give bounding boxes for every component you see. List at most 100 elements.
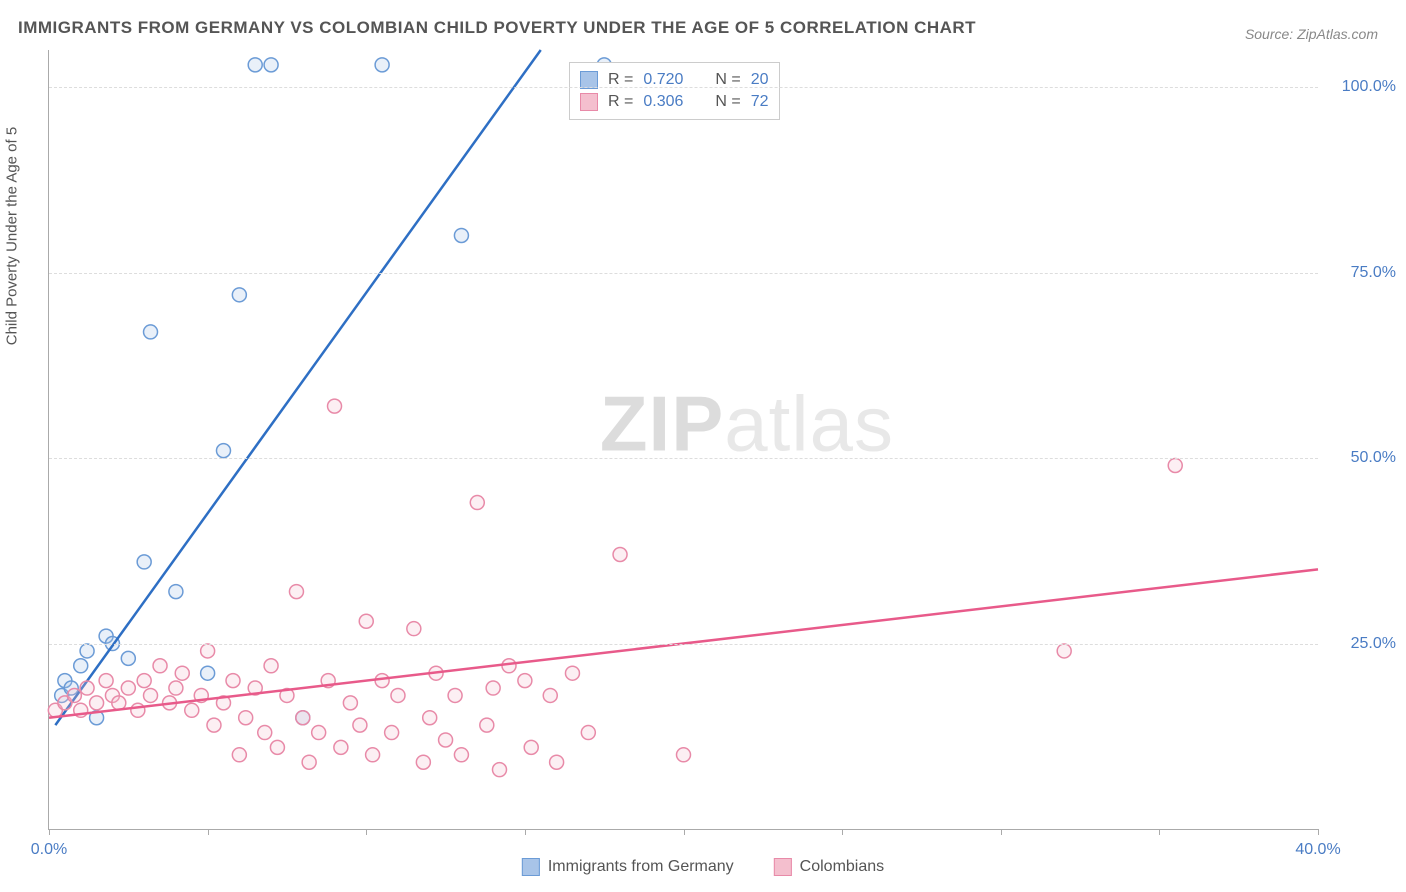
x-tick — [208, 829, 209, 835]
data-point — [302, 755, 316, 769]
data-point — [207, 718, 221, 732]
data-point — [90, 696, 104, 710]
data-point — [353, 718, 367, 732]
x-tick — [684, 829, 685, 835]
data-point — [137, 555, 151, 569]
scatter-svg — [49, 50, 1318, 829]
gridline — [49, 87, 1318, 88]
plot-area: ZIPatlas R = 0.720 N = 20 R = 0.306 N = … — [48, 50, 1318, 830]
data-point — [201, 666, 215, 680]
x-tick — [1001, 829, 1002, 835]
data-point — [185, 703, 199, 717]
data-point — [502, 659, 516, 673]
data-point — [581, 726, 595, 740]
data-point — [359, 614, 373, 628]
data-point — [375, 674, 389, 688]
correlation-legend: R = 0.720 N = 20 R = 0.306 N = 72 — [569, 62, 780, 120]
x-tick — [1159, 829, 1160, 835]
data-point — [201, 644, 215, 658]
data-point — [248, 58, 262, 72]
data-point — [226, 674, 240, 688]
data-point — [334, 740, 348, 754]
source-label: Source: — [1245, 26, 1293, 42]
data-point — [264, 58, 278, 72]
data-point — [99, 674, 113, 688]
data-point — [121, 651, 135, 665]
data-point — [264, 659, 278, 673]
data-point — [366, 748, 380, 762]
data-point — [416, 755, 430, 769]
y-tick-label: 25.0% — [1351, 635, 1396, 653]
data-point — [543, 688, 557, 702]
series-legend: Immigrants from Germany Colombians — [522, 858, 884, 876]
data-point — [216, 444, 230, 458]
data-point — [375, 58, 389, 72]
y-tick-label: 100.0% — [1342, 78, 1396, 96]
data-point — [296, 711, 310, 725]
data-point — [454, 748, 468, 762]
data-point — [486, 681, 500, 695]
x-tick — [49, 829, 50, 835]
data-point — [289, 585, 303, 599]
data-point — [439, 733, 453, 747]
data-point — [470, 496, 484, 510]
data-point — [454, 228, 468, 242]
data-point — [144, 325, 158, 339]
legend-n-value: 72 — [751, 93, 769, 111]
data-point — [391, 688, 405, 702]
data-point — [121, 681, 135, 695]
data-point — [385, 726, 399, 740]
x-tick — [525, 829, 526, 835]
y-axis-label: Child Poverty Under the Age of 5 — [4, 127, 21, 345]
legend-swatch — [774, 858, 792, 876]
data-point — [169, 585, 183, 599]
data-point — [343, 696, 357, 710]
x-tick-label: 0.0% — [31, 841, 67, 859]
chart-title: IMMIGRANTS FROM GERMANY VS COLOMBIAN CHI… — [18, 18, 976, 38]
data-point — [67, 688, 81, 702]
data-point — [258, 726, 272, 740]
chart-container: IMMIGRANTS FROM GERMANY VS COLOMBIAN CHI… — [0, 0, 1406, 892]
data-point — [677, 748, 691, 762]
gridline — [49, 273, 1318, 274]
data-point — [137, 674, 151, 688]
data-point — [448, 688, 462, 702]
data-point — [312, 726, 326, 740]
data-point — [524, 740, 538, 754]
data-point — [232, 288, 246, 302]
legend-series-item: Colombians — [774, 858, 884, 876]
legend-swatch — [522, 858, 540, 876]
legend-r-label: R = — [608, 93, 633, 111]
data-point — [565, 666, 579, 680]
legend-series-item: Immigrants from Germany — [522, 858, 734, 876]
data-point — [550, 755, 564, 769]
data-point — [80, 681, 94, 695]
data-point — [74, 659, 88, 673]
legend-n-label: N = — [715, 93, 740, 111]
data-point — [480, 718, 494, 732]
x-tick — [366, 829, 367, 835]
data-point — [153, 659, 167, 673]
data-point — [328, 399, 342, 413]
y-tick-label: 75.0% — [1351, 264, 1396, 282]
gridline — [49, 458, 1318, 459]
y-tick-label: 50.0% — [1351, 449, 1396, 467]
data-point — [1168, 458, 1182, 472]
x-tick-label: 40.0% — [1295, 841, 1340, 859]
source-value: ZipAtlas.com — [1297, 26, 1378, 42]
data-point — [423, 711, 437, 725]
trend-line — [55, 50, 540, 725]
data-point — [175, 666, 189, 680]
data-point — [1057, 644, 1071, 658]
legend-correlation-row: R = 0.306 N = 72 — [580, 91, 769, 113]
data-point — [80, 644, 94, 658]
data-point — [270, 740, 284, 754]
data-point — [613, 547, 627, 561]
data-point — [492, 763, 506, 777]
gridline — [49, 644, 1318, 645]
data-point — [407, 622, 421, 636]
source-attribution: Source: ZipAtlas.com — [1245, 26, 1378, 42]
data-point — [169, 681, 183, 695]
legend-r-value: 0.306 — [643, 93, 683, 111]
data-point — [131, 703, 145, 717]
